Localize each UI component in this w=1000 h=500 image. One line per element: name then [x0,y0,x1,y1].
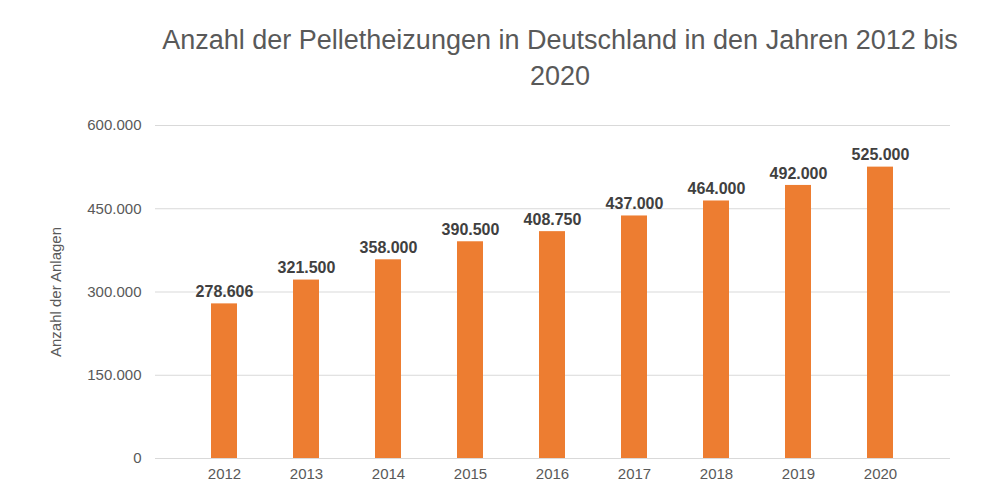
svg-text:2014: 2014 [372,465,405,482]
svg-text:525.000: 525.000 [852,146,910,163]
svg-text:321.500: 321.500 [278,259,336,276]
svg-text:2020: 2020 [864,465,897,482]
svg-text:2013: 2013 [290,465,323,482]
svg-text:2016: 2016 [536,465,569,482]
svg-text:2019: 2019 [782,465,815,482]
svg-text:2018: 2018 [700,465,733,482]
svg-text:390.500: 390.500 [442,221,500,238]
svg-text:464.000: 464.000 [688,180,746,197]
svg-text:300.000: 300.000 [87,283,141,300]
svg-text:437.000: 437.000 [606,195,664,212]
svg-text:278.606: 278.606 [196,283,254,300]
svg-text:600.000: 600.000 [87,116,141,133]
svg-text:2015: 2015 [454,465,487,482]
svg-text:0: 0 [133,449,141,466]
html-text:Anzahl der Pelletheizungen in: Anzahl der Pelletheizungen in Deutschlan… [162,25,958,91]
svg-text:408.750: 408.750 [524,211,582,228]
svg-text:2017: 2017 [618,465,651,482]
svg-text:150.000: 150.000 [87,366,141,383]
svg-text:492.000: 492.000 [770,165,828,182]
svg-text:2012: 2012 [208,465,241,482]
svg-text:358.000: 358.000 [360,239,418,256]
svg-text:Anzahl der Anlagen: Anzahl der Anlagen [47,227,64,357]
svg-text:450.000: 450.000 [87,200,141,217]
